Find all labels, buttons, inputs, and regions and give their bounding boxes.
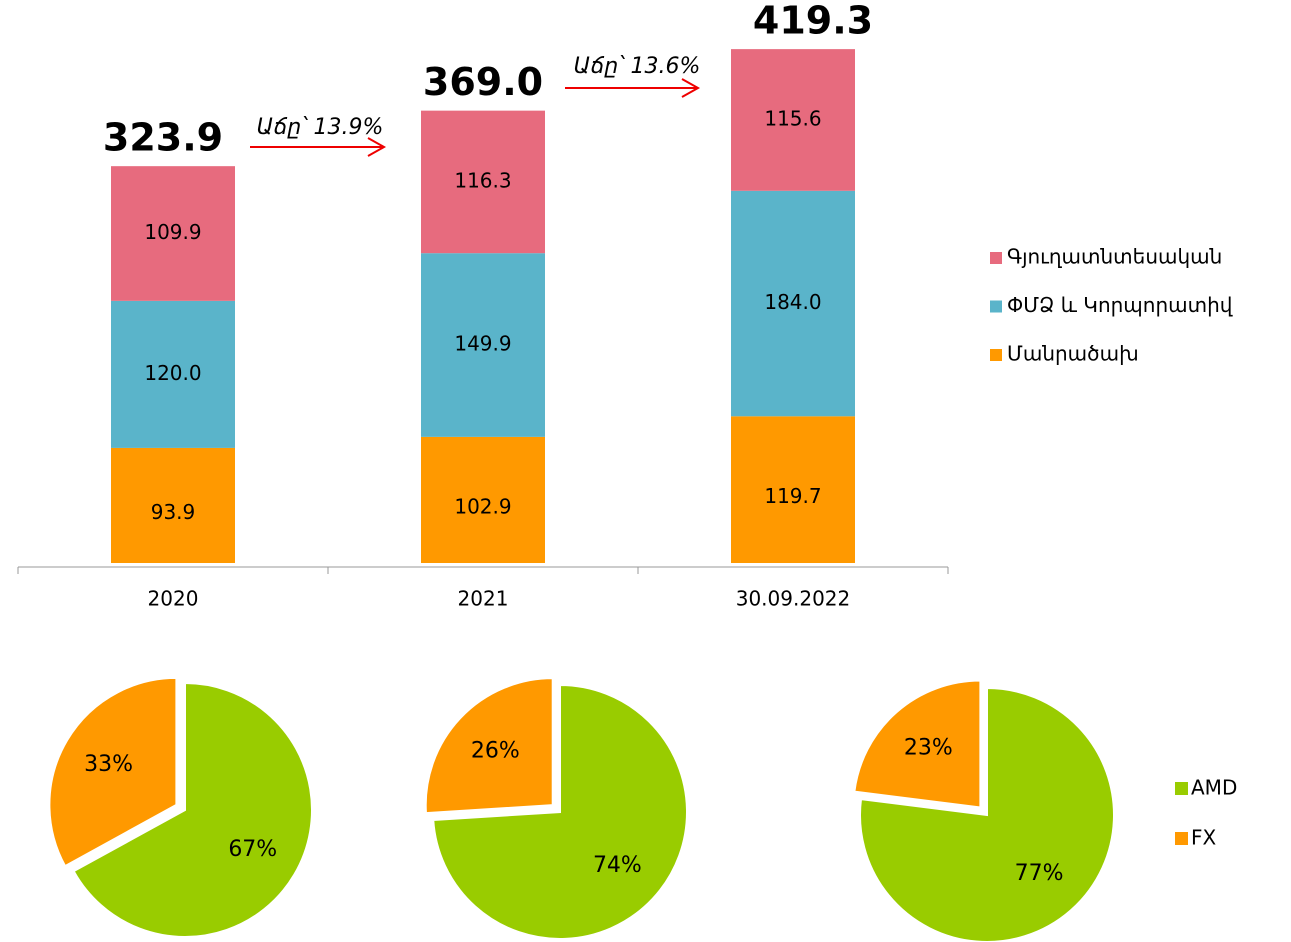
data-label: 77% xyxy=(1015,861,1064,886)
bar-segment xyxy=(421,253,545,437)
data-label: 116.3 xyxy=(454,168,511,192)
legend-swatch xyxy=(990,252,1002,264)
data-label: 119.7 xyxy=(764,484,821,508)
pie-slice xyxy=(853,679,982,809)
total-label: 369.0 xyxy=(423,60,543,104)
data-label: 109.9 xyxy=(144,220,201,244)
pie-slice xyxy=(859,686,1115,942)
bar-segment xyxy=(111,166,235,301)
total-label: 323.9 xyxy=(103,116,223,160)
annotation: Աճը՝ 13.6% xyxy=(574,54,701,79)
bar-segment xyxy=(421,436,545,563)
legend-label: AMD xyxy=(1191,776,1237,800)
pie-slice xyxy=(424,677,554,815)
bar-segment xyxy=(111,300,235,448)
annotation: Աճը՝ 13.9% xyxy=(257,115,384,140)
growth-annotation: Աճը՝ 13.9% Աճը՝ 13.6% xyxy=(250,54,701,157)
bar-segment xyxy=(731,416,855,563)
arrow-head xyxy=(681,78,701,98)
legend-label: Մանրածախ xyxy=(1007,342,1139,366)
data-label: 184.0 xyxy=(764,290,821,314)
data-label: 74% xyxy=(593,853,642,878)
legend-label: Գյուղատնտեսական xyxy=(1007,245,1222,269)
legend-label: FX xyxy=(1191,826,1217,850)
data-label: 33% xyxy=(84,752,133,777)
bar-segment xyxy=(111,447,235,563)
legend-swatch xyxy=(990,349,1002,361)
data-label: 93.9 xyxy=(151,500,196,524)
pie-slice xyxy=(72,681,313,938)
data-label: 67% xyxy=(228,837,277,862)
data-label: 23% xyxy=(904,735,953,760)
arrow-head xyxy=(367,137,387,157)
legend-swatch xyxy=(1175,832,1188,845)
x-tick-label: 2021 xyxy=(458,587,509,611)
legend-label: ՓՄՁ և Կորպորատիվ xyxy=(1007,293,1233,317)
x-tick-label: 30.09.2022 xyxy=(736,587,851,611)
legend-swatch xyxy=(1175,782,1188,795)
data-label: 120.0 xyxy=(144,361,201,385)
data-label: 149.9 xyxy=(454,332,511,356)
bar-segment xyxy=(731,49,855,191)
data-label: 102.9 xyxy=(454,494,511,518)
pie-slice xyxy=(48,676,178,868)
pie-slice xyxy=(432,683,688,940)
bar-segment xyxy=(421,110,545,254)
legend-swatch xyxy=(990,300,1002,313)
bar-segment xyxy=(731,190,855,417)
x-tick-label: 2020 xyxy=(148,587,199,611)
total-label: 419.3 xyxy=(753,0,873,43)
data-label: 115.6 xyxy=(764,106,821,130)
data-label: 26% xyxy=(471,738,520,763)
